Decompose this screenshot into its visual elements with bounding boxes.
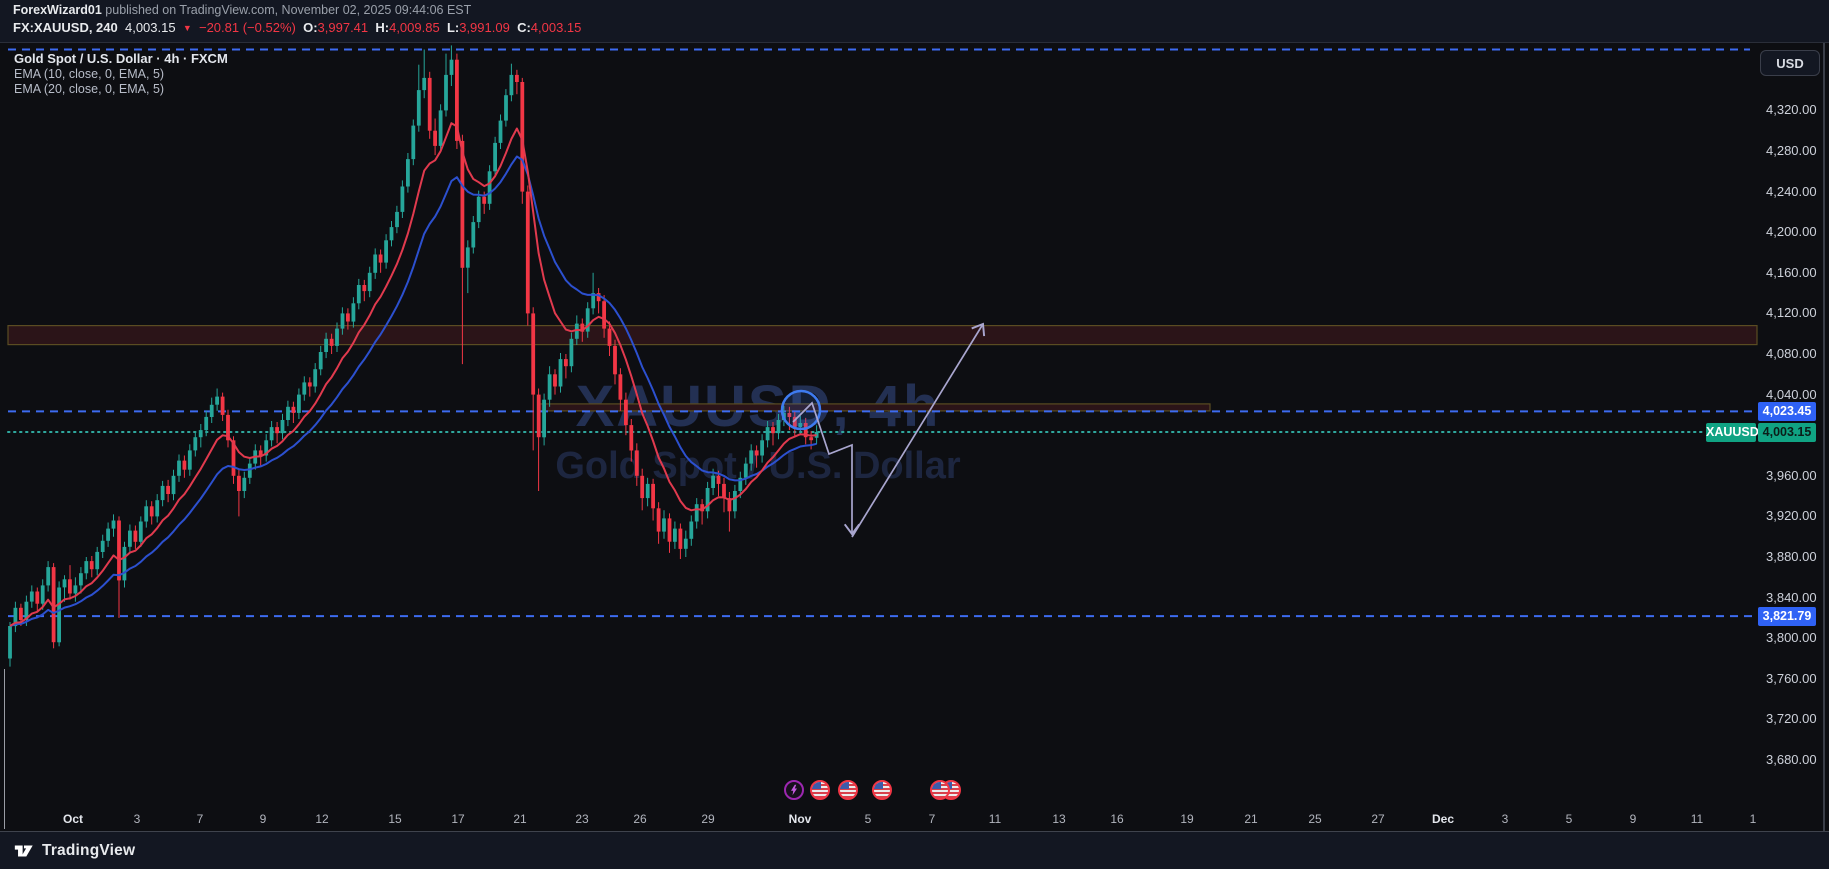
published-suffix: published on TradingView.com, November 0… [101,3,472,17]
change-value: −20.81 (−0.52%) [198,20,296,35]
economic-event-us-flag-icon[interactable] [838,780,858,800]
published-by-line: ForexWizard01 published on TradingView.c… [13,3,471,17]
high-label: H: [375,20,390,35]
price-tick-label: 4,160.00 [1766,264,1817,280]
time-tick-label: 1 [1749,812,1757,826]
time-tick-label: 5 [1565,812,1573,826]
economic-event-us-flag-icon[interactable] [872,780,892,800]
price-tick-label: 4,080.00 [1766,346,1817,361]
legend-ema20[interactable]: EMA (20, close, 0, EMA, 5) [14,82,165,96]
price-tick-label: 3,680.00 [1766,752,1817,767]
open-value: 3,997.41 [317,20,369,35]
time-tick-label: 15 [388,812,402,826]
supply-zone-upper[interactable] [7,325,1758,346]
footer-bar: TradingView [0,831,1829,869]
price-tick-label: 3,720.00 [1766,711,1817,727]
time-tick-label: Nov [788,812,812,826]
time-tick-label: 21 [513,812,527,826]
chart-legend: Gold Spot / U.S. Dollar · 4h · FXCM EMA … [14,51,228,98]
price-tick-label: 3,840.00 [1766,589,1817,605]
ema10-line[interactable] [9,122,817,627]
time-tick-label: 23 [575,812,589,826]
close-label: C: [517,20,531,35]
chart-canvas[interactable] [0,43,1829,831]
price-tick-label: 3,960.00 [1766,467,1817,483]
open-label: O: [303,20,318,35]
time-tick-label: Oct [62,812,84,826]
economic-event-us-flag-icon[interactable] [930,780,950,800]
time-tick-label: 21 [1244,812,1258,826]
price-tick-label: 4,120.00 [1766,305,1817,321]
symbol-price-flag: XAUUSD [1706,422,1759,442]
high-value: 4,009.85 [389,20,440,35]
price-tick-label: 3,920.00 [1766,508,1817,524]
close-value: 4,003.15 [530,20,582,35]
symbol-name: FX:XAUUSD, 240 [13,20,118,35]
time-tick-label: 11 [988,812,1002,826]
change-triangle-icon: ▼ [182,23,192,33]
price-tick-label: 4,240.00 [1766,183,1817,199]
price-tick-label: 4,040.00 [1766,386,1817,402]
time-tick-label: 9 [259,812,267,826]
time-tick-label: 27 [1371,812,1385,826]
tradingview-brand-text: TradingView [42,842,136,859]
candles-layer[interactable] [8,45,819,667]
time-tick-label: 5 [864,812,872,826]
chart-pane[interactable]: XAUUSD, 4h Gold Spot / U.S. Dollar Gold … [0,42,1829,831]
tradingview-brand-link[interactable]: TradingView [13,840,135,862]
price-tick-label: 3,880.00 [1766,549,1817,564]
legend-symbol-title[interactable]: Gold Spot / U.S. Dollar · 4h · FXCM [14,51,228,66]
price-tick-label: 4,280.00 [1766,143,1817,158]
publisher-name: ForexWizard01 [13,3,102,17]
price-tick-label: 4,320.00 [1766,102,1817,118]
entry-circle-drawing[interactable] [780,389,822,431]
alert-price-label: 4,023.45 [1758,401,1816,421]
low-value: 3,991.09 [459,20,510,35]
currency-toggle-button[interactable]: USD [1760,50,1820,76]
price-tick-label: 3,800.00 [1766,630,1817,646]
price-tick-label: 3,760.00 [1766,670,1817,686]
time-tick-label: 3 [1501,812,1509,826]
economic-event-us-flag-icon[interactable] [810,780,830,800]
time-tick-label: Dec [1431,812,1455,826]
left-pane-edge [4,669,5,829]
time-tick-label: 25 [1308,812,1322,826]
time-tick-label: 17 [451,812,465,826]
time-tick-label: 12 [315,812,329,826]
legend-ema10[interactable]: EMA (10, close, 0, EMA, 5) [14,66,165,81]
crypto-event-lightning-icon[interactable] [784,780,804,800]
time-tick-label: 9 [1629,812,1637,826]
time-tick-label: 26 [633,812,647,826]
time-tick-label: 19 [1180,812,1194,826]
projection-up-arrow[interactable] [851,322,986,538]
ema20-line[interactable] [9,155,817,627]
projection-down-arrow[interactable] [792,401,861,536]
low-label: L: [446,20,460,35]
publish-header: ForexWizard01 published on TradingView.c… [0,0,1829,42]
time-tick-label: 11 [1690,812,1704,826]
time-tick-label: 16 [1110,812,1124,826]
time-tick-label: 3 [133,812,141,826]
time-tick-label: 29 [701,812,715,826]
price-tick-label: 4,200.00 [1766,224,1817,240]
alert-price-label: 3,821.79 [1758,606,1816,626]
time-tick-label: 7 [928,812,936,826]
last-price: 4,003.15 [124,20,176,35]
right-edge-border [1823,43,1825,831]
symbol-status-line: FX:XAUUSD, 240 4,003.15 ▼ −20.81 (−0.52%… [13,20,581,35]
last-price-label: 4,003.15 [1758,422,1816,442]
time-tick-label: 13 [1052,812,1066,826]
tradingview-logo-icon [14,845,33,857]
time-tick-label: 7 [196,812,204,826]
